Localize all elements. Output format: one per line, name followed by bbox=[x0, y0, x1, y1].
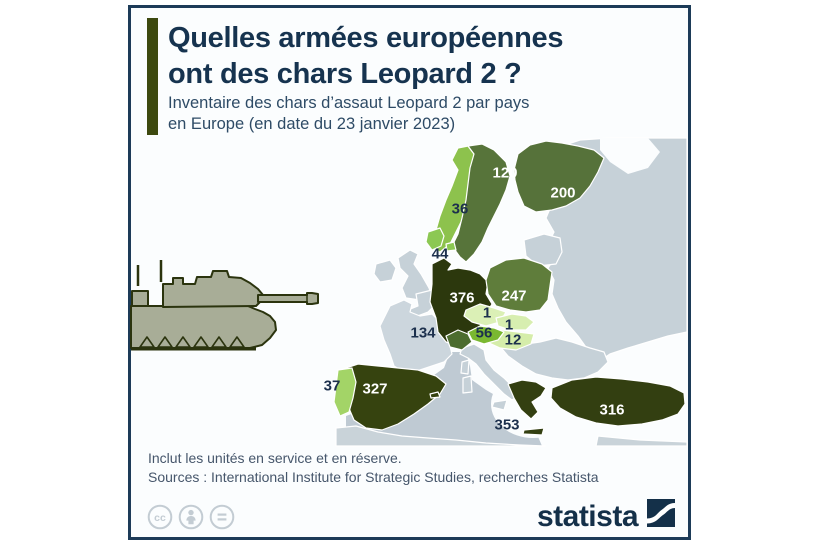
leopard-tank-illustration bbox=[130, 260, 319, 351]
value-label-germany: 376 bbox=[449, 289, 475, 307]
country-finland bbox=[513, 140, 605, 213]
value-label-sweden: 120 bbox=[492, 164, 518, 182]
north-africa-east bbox=[595, 435, 688, 447]
attribution-icon[interactable] bbox=[178, 504, 204, 530]
tank-track-teeth bbox=[139, 336, 245, 348]
island-sicily bbox=[491, 399, 508, 411]
tank-hull bbox=[130, 305, 277, 349]
island-corsica bbox=[460, 359, 470, 375]
footnote: Inclut les unités en service et en réser… bbox=[148, 450, 402, 466]
tank-gun-barrel bbox=[257, 292, 319, 305]
value-label-denmark: 44 bbox=[431, 245, 449, 263]
license-icons: cc bbox=[147, 504, 235, 530]
value-label-finland: 200 bbox=[550, 184, 576, 202]
country-slovakia bbox=[495, 313, 535, 331]
value-label-austria: 56 bbox=[475, 324, 493, 342]
country-denmark-islands bbox=[445, 241, 457, 252]
value-label-greece: 353 bbox=[494, 416, 520, 434]
title-line-2: ont des chars Leopard 2 ? bbox=[168, 58, 522, 90]
country-france bbox=[379, 299, 453, 373]
country-greece bbox=[507, 379, 547, 420]
tank-turret bbox=[162, 270, 264, 308]
equals-icon[interactable] bbox=[209, 504, 235, 530]
page-title: Quelles armées européennes ont des chars… bbox=[168, 20, 688, 92]
country-poland bbox=[485, 257, 553, 313]
value-label-spain: 327 bbox=[362, 380, 388, 398]
subtitle-line-2: en Europe (en date du 23 janvier 2023) bbox=[168, 115, 456, 133]
country-austria bbox=[467, 325, 505, 345]
island-crete bbox=[522, 427, 545, 436]
value-label-hungary: 12 bbox=[504, 331, 522, 349]
country-baltics bbox=[523, 233, 563, 267]
country-turkey bbox=[550, 376, 686, 427]
country-portugal bbox=[333, 367, 357, 417]
cc-icon[interactable]: cc bbox=[147, 504, 173, 530]
value-label-czechia: 1 bbox=[482, 304, 492, 322]
north-africa bbox=[335, 425, 546, 447]
white-sea-inlet bbox=[600, 138, 660, 174]
statista-wordmark[interactable]: statista bbox=[536, 500, 639, 533]
svg-text:cc: cc bbox=[154, 512, 166, 524]
value-label-norway: 36 bbox=[451, 200, 469, 218]
page-subtitle: Inventaire des chars d’assaut Leopard 2 … bbox=[168, 93, 648, 135]
value-label-slovakia: 1 bbox=[504, 316, 514, 334]
value-label-poland: 247 bbox=[501, 287, 527, 305]
island-balearics bbox=[429, 391, 441, 399]
statista-logo-icon[interactable] bbox=[647, 499, 675, 527]
sources-line: Sources : International Institute for St… bbox=[148, 469, 599, 485]
title-line-1: Quelles armées européennes bbox=[168, 22, 564, 54]
country-balkans bbox=[497, 337, 609, 381]
country-spain bbox=[339, 363, 447, 431]
country-denmark bbox=[425, 227, 445, 251]
value-label-switzerland: 134 bbox=[410, 324, 436, 342]
island-sardinia bbox=[462, 375, 473, 394]
country-switzerland bbox=[445, 329, 473, 351]
title-accent-bar bbox=[147, 18, 158, 135]
tank-rear-box bbox=[131, 290, 149, 307]
country-sweden bbox=[451, 143, 511, 263]
subtitle-line-1: Inventaire des chars d’assaut Leopard 2 … bbox=[168, 94, 530, 112]
value-label-portugal: 37 bbox=[323, 377, 341, 395]
value-label-turkey: 316 bbox=[599, 401, 625, 419]
country-ireland bbox=[373, 259, 397, 283]
